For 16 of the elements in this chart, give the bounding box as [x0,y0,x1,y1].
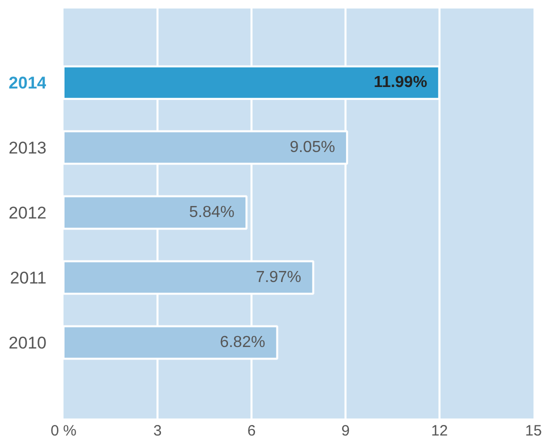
x-tick-label: 9 [341,422,350,440]
x-tick-label: 12 [431,422,448,440]
data-label: 6.82% [220,334,266,351]
data-label: 11.99% [374,74,428,92]
data-label: 7.97% [256,269,302,286]
y-tick-label: 2013 [8,138,47,158]
x-tick-label: 3 [153,422,162,440]
y-tick-label: 2012 [8,204,47,223]
x-tick-label: 15 [525,422,542,440]
x-tick-label: 6 [247,422,256,440]
y-tick-label: 2011 [10,268,47,288]
data-label: 9.05% [290,139,336,156]
data-label: 5.84% [189,204,234,222]
y-tick-label: 2014 [8,74,48,93]
y-tick-label: 2010 [8,333,47,352]
x-tick-label: 0 % [50,422,76,440]
